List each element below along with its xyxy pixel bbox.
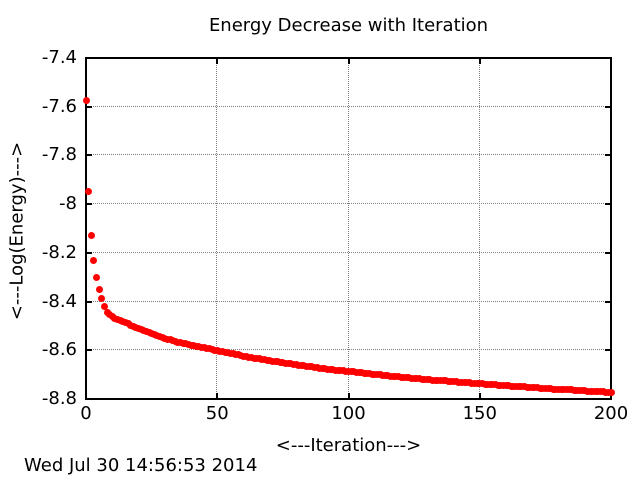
v-gridline <box>216 59 218 398</box>
y-tick-mark <box>85 251 92 254</box>
y-tick-mark <box>85 105 92 108</box>
h-gridline <box>87 349 610 351</box>
y-tick-mark <box>605 154 612 157</box>
y-tick-label: -8.2 <box>41 241 77 263</box>
y-tick-mark <box>605 105 612 108</box>
h-gridline <box>87 105 610 107</box>
y-tick-mark <box>85 57 92 59</box>
y-tick-label: -8.8 <box>41 388 77 409</box>
y-tick-mark <box>85 154 92 157</box>
x-axis-label: <---Iteration---> <box>275 435 422 456</box>
x-tick-mark <box>610 393 612 400</box>
data-point <box>87 232 95 240</box>
x-tick-label: 200 <box>593 403 629 424</box>
x-tick-mark <box>610 57 612 64</box>
x-tick-mark <box>478 393 481 400</box>
timestamp-label: Wed Jul 30 14:56:53 2014 <box>24 455 258 476</box>
y-tick-mark <box>605 300 612 303</box>
y-tick-label: -8.6 <box>41 339 77 361</box>
y-tick-mark <box>85 203 92 206</box>
y-tick-mark <box>605 349 612 352</box>
data-point <box>93 274 100 282</box>
x-tick-mark <box>216 393 219 400</box>
x-tick-mark <box>216 57 219 64</box>
x-tick-mark <box>85 393 87 400</box>
y-tick-label: -8 <box>59 193 77 215</box>
y-tick-label: -8.4 <box>41 290 77 312</box>
x-tick-label: 50 <box>205 403 229 424</box>
h-gridline <box>87 203 610 205</box>
data-point <box>607 388 615 396</box>
y-tick-mark <box>85 300 92 303</box>
y-tick-mark <box>85 398 92 400</box>
y-tick-mark <box>605 203 612 206</box>
y-tick-label: -7.8 <box>41 144 77 166</box>
x-tick-mark <box>85 57 87 64</box>
data-point <box>100 302 108 310</box>
x-tick-mark <box>347 57 350 64</box>
chart-title: Energy Decrease with Iteration <box>208 15 489 36</box>
plot-border-right <box>610 57 612 400</box>
y-tick-label: -7.6 <box>41 95 77 117</box>
h-gridline <box>87 251 610 253</box>
data-point <box>98 295 106 303</box>
plot-border-left <box>85 57 87 400</box>
v-gridline <box>478 59 480 398</box>
v-gridline <box>347 59 349 398</box>
y-tick-label: -7.4 <box>41 47 77 68</box>
x-tick-label: 0 <box>80 403 92 424</box>
data-point <box>82 97 90 105</box>
h-gridline <box>87 300 610 302</box>
y-tick-mark <box>85 349 92 352</box>
plot-area <box>82 57 615 400</box>
y-tick-mark <box>605 57 612 59</box>
y-tick-mark <box>605 398 612 400</box>
data-point <box>90 256 98 264</box>
x-tick-mark <box>347 393 350 400</box>
x-tick-label: 100 <box>331 403 366 424</box>
data-point <box>85 188 93 196</box>
data-point <box>95 285 103 293</box>
x-tick-label: 150 <box>462 403 497 424</box>
y-tick-mark <box>605 251 612 254</box>
x-tick-mark <box>478 57 481 64</box>
h-gridline <box>87 154 610 156</box>
